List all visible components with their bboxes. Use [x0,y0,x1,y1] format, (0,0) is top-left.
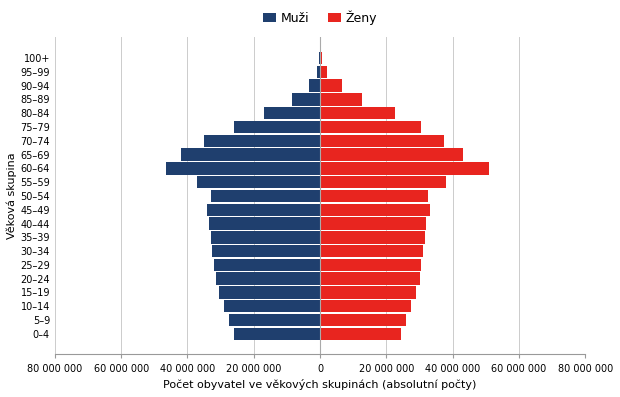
Bar [320,231,425,243]
Bar [320,162,489,175]
Bar [292,93,320,106]
Bar [320,314,406,326]
Bar [320,107,395,119]
Bar [224,300,320,312]
Bar [320,93,361,106]
Bar [320,217,427,230]
X-axis label: Počet obyvatel ve věkových skupinách (absolutní počty): Počet obyvatel ve věkových skupinách (ab… [164,379,477,390]
Bar [197,176,320,188]
Bar [229,314,320,326]
Bar [207,204,320,216]
Bar [320,66,327,78]
Bar [319,52,320,64]
Bar [166,162,320,175]
Bar [320,300,411,312]
Bar [234,121,320,133]
Bar [234,328,320,340]
Bar [320,204,430,216]
Bar [211,231,320,243]
Bar [320,79,342,92]
Bar [214,259,320,271]
Bar [211,190,320,202]
Bar [317,66,320,78]
Legend: Muži, Ženy: Muži, Ženy [258,6,382,30]
Bar [320,176,446,188]
Bar [320,272,420,285]
Bar [320,259,421,271]
Bar [320,121,421,133]
Bar [204,135,320,147]
Bar [320,286,416,299]
Bar [219,286,320,299]
Bar [213,245,320,257]
Y-axis label: Věková skupina: Věková skupina [7,152,17,239]
Bar [264,107,320,119]
Bar [320,328,401,340]
Bar [216,272,320,285]
Bar [181,148,320,161]
Bar [320,148,463,161]
Bar [320,190,428,202]
Bar [320,52,322,64]
Bar [320,135,445,147]
Bar [309,79,320,92]
Bar [320,245,423,257]
Bar [209,217,320,230]
